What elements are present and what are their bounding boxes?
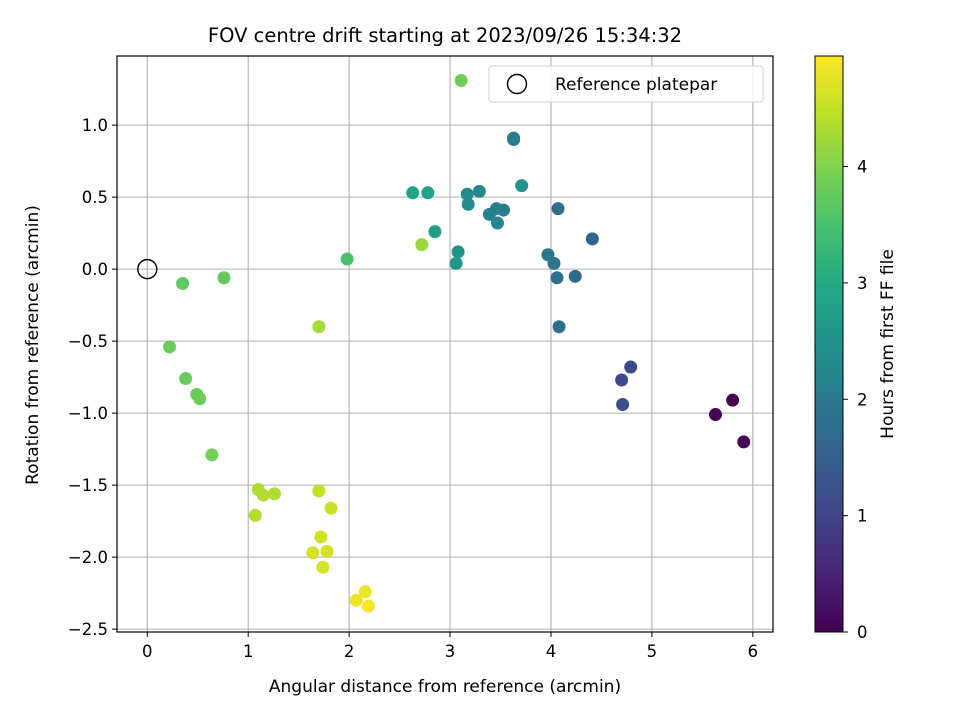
data-point [507,133,521,147]
x-axis-label: Angular distance from reference (arcmin) [269,677,621,697]
data-point [361,599,375,613]
colorbar-ticks: 0 1 2 3 4 [843,158,868,642]
data-point [550,271,564,285]
colorbar-tick-label: 3 [857,274,868,293]
data-point [312,484,326,498]
colorbar-tick-label: 4 [857,158,868,177]
colorbar: 0 1 2 3 4 Hours from first FF file [814,55,898,642]
y-axis-ticks: −2.5 −2.0 −1.5 −1.0 −0.5 0.0 0.5 1.0 [68,116,117,639]
data-point [267,487,281,501]
data-point [552,320,566,334]
data-point [585,232,599,246]
data-point [615,373,629,387]
chart-title: FOV centre drift starting at 2023/09/26 … [208,24,682,47]
data-point [340,252,354,266]
colorbar-label: Hours from first FF file [878,249,898,439]
x-tick-label: 6 [748,642,759,661]
data-point [320,544,334,558]
data-point [482,207,496,221]
y-tick-label: 0.5 [82,188,108,207]
x-tick-label: 1 [243,642,254,661]
x-tick-label: 4 [546,642,557,661]
data-point [541,248,555,262]
data-point [428,225,442,239]
data-point [451,245,465,259]
data-point [490,216,504,230]
legend-label-reference: Reference platepar [555,75,717,95]
data-point [472,184,486,198]
data-point [460,187,474,201]
legend-reference-marker [506,73,528,95]
data-point [454,73,468,87]
x-tick-label: 0 [142,642,153,661]
data-point [312,320,326,334]
colorbar-gradient [814,55,844,633]
data-point [314,530,328,544]
x-tick-label: 5 [647,642,658,661]
data-point [217,271,231,285]
y-tick-label: −0.5 [68,332,108,351]
y-tick-label: −1.5 [68,476,108,495]
colorbar-tick-label: 2 [857,390,868,409]
data-point [316,560,330,574]
legend: Reference platepar [488,65,764,103]
data-point [449,256,463,270]
grid [117,56,773,632]
data-point [324,501,338,515]
data-point [256,488,270,502]
data-point [358,585,372,599]
x-tick-label: 2 [344,642,355,661]
x-axis-ticks: 0 1 2 3 4 5 6 [142,632,758,661]
data-point [616,397,630,411]
y-tick-label: −2.0 [68,548,108,567]
data-point [708,408,722,422]
plot-frame [116,55,774,633]
data-point [179,372,193,386]
data-point [726,393,740,407]
data-point [415,238,429,252]
plot-background [117,56,773,632]
reference-marker-group [137,258,158,280]
reference-platepar-marker [137,258,158,280]
y-tick-label: 0.0 [82,260,108,279]
plot-area: 0 1 2 3 4 5 6 −2.5 −2.0 −1.5 −1.0 −0.5 0.0 0.5 1.0 [68,55,774,661]
data-point [176,277,190,291]
x-tick-label: 3 [445,642,456,661]
y-tick-label: −1.0 [68,404,108,423]
data-point [193,392,207,406]
data-point [306,546,320,560]
data-point [349,593,363,607]
data-point [162,340,176,354]
data-point [461,197,475,211]
data-point [421,186,435,200]
colorbar-tick-label: 1 [857,507,868,526]
data-point [551,202,565,216]
data-point [515,179,529,193]
data-point [568,269,582,283]
y-tick-label: −2.5 [68,620,108,639]
colorbar-tick-label: 0 [857,623,868,642]
data-point [406,186,420,200]
legend-box [488,65,764,103]
y-tick-label: 1.0 [82,116,108,135]
data-point [248,508,262,522]
data-points [162,73,751,613]
data-point [624,360,638,374]
data-point [205,448,219,462]
data-point [737,435,751,449]
y-axis-label: Rotation from reference (arcmin) [23,205,43,485]
